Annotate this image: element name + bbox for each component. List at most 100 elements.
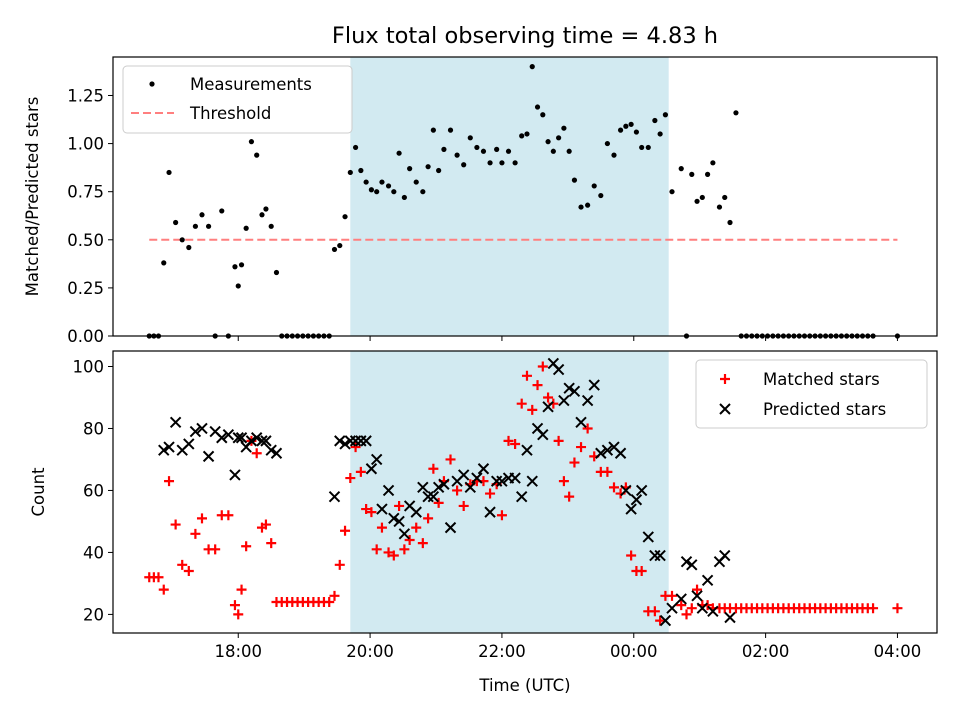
measurement-point xyxy=(385,183,392,189)
matched-star-point xyxy=(196,513,207,524)
measurement-point xyxy=(331,246,338,253)
matched-star-point xyxy=(503,435,514,446)
matched-star-point xyxy=(636,566,647,577)
predicted-star-point xyxy=(581,394,594,407)
predicted-star-point xyxy=(365,463,378,475)
predicted-star-point xyxy=(183,438,195,450)
measurement-point xyxy=(179,237,185,243)
matched-star-point xyxy=(170,519,181,530)
measurement-point xyxy=(585,202,591,208)
predicted-star-point xyxy=(471,472,483,484)
measurement-point xyxy=(519,133,525,139)
predicted-star-point xyxy=(196,422,208,435)
predicted-star-point xyxy=(398,528,411,540)
legend-predicted-marker xyxy=(719,403,731,415)
predicted-star-point xyxy=(666,602,678,614)
predicted-star-point xyxy=(393,515,405,528)
matched-star-point xyxy=(260,519,271,530)
predicted-star-point xyxy=(169,416,182,428)
matched-star-point xyxy=(681,609,692,620)
y-tick-label: 0.50 xyxy=(67,231,104,250)
measurement-point xyxy=(352,144,359,151)
matched-star-point xyxy=(190,528,201,539)
measurement-point xyxy=(494,146,500,152)
measurement-point xyxy=(396,150,402,156)
measurement-point xyxy=(505,148,512,154)
matched-star-point xyxy=(324,597,335,608)
measurement-point xyxy=(710,160,716,166)
measurement-point xyxy=(694,198,700,204)
predicted-star-point xyxy=(260,435,272,447)
predicted-star-point xyxy=(515,490,528,503)
measurement-point xyxy=(342,214,348,220)
predicted-star-point xyxy=(388,512,400,525)
legend-box xyxy=(695,359,928,429)
measurement-point xyxy=(550,148,556,154)
predicted-star-point xyxy=(630,494,643,506)
matched-star-point xyxy=(266,538,277,549)
matched-star-point xyxy=(485,488,496,499)
matched-star-point xyxy=(626,550,637,561)
predicted-star-point xyxy=(496,475,508,487)
measurement-point xyxy=(173,219,179,226)
y-tick-label: 60 xyxy=(83,481,104,500)
matched-star-point xyxy=(452,485,463,496)
legend-matched-marker xyxy=(720,374,730,384)
measurement-point xyxy=(243,225,249,231)
predicted-star-point xyxy=(558,394,570,407)
measurement-point xyxy=(689,171,695,177)
measurement-point xyxy=(413,179,419,185)
predicted-star-point xyxy=(256,435,268,447)
x-axis-label: Time (UTC) xyxy=(478,676,570,695)
predicted-star-point xyxy=(376,503,388,515)
measurement-point xyxy=(259,212,265,218)
predicted-star-point xyxy=(614,447,627,459)
measurement-point xyxy=(487,160,493,166)
matched-star-point xyxy=(558,476,569,487)
predicted-star-point xyxy=(432,481,445,494)
matched-star-point xyxy=(537,361,548,372)
matched-star-point xyxy=(433,497,444,508)
matched-star-point xyxy=(366,507,377,518)
measurement-point xyxy=(219,208,225,214)
measurement-point xyxy=(363,179,369,185)
measurement-point xyxy=(263,206,269,212)
predicted-star-point xyxy=(701,574,714,587)
measurement-point xyxy=(199,212,205,218)
measurement-point xyxy=(235,283,241,289)
predicted-star-point xyxy=(601,444,614,456)
matched-star-point xyxy=(183,566,194,577)
predicted-star-point xyxy=(245,435,258,447)
measurement-point xyxy=(268,223,274,229)
predicted-star-point xyxy=(360,435,372,447)
measurement-point xyxy=(556,135,562,141)
legend-measurements-label: Measurements xyxy=(190,75,312,94)
measurement-point xyxy=(534,104,541,110)
matched-star-point xyxy=(692,584,703,595)
predicted-star-point xyxy=(635,484,648,497)
matched-star-point xyxy=(428,463,439,474)
matched-star-point xyxy=(676,600,687,611)
y-tick-label: 80 xyxy=(83,419,104,438)
matched-star-point xyxy=(423,513,434,524)
predicted-star-point xyxy=(163,441,175,453)
measurement-point xyxy=(379,179,385,185)
predicted-star-point xyxy=(654,549,666,562)
predicted-star-point xyxy=(724,611,736,624)
measurement-point xyxy=(623,123,629,129)
matched-star-point xyxy=(233,609,244,620)
legend-box xyxy=(122,65,353,134)
measurement-point xyxy=(657,131,663,137)
predicted-star-point xyxy=(250,432,263,444)
observing-window-shading xyxy=(350,351,669,633)
axes-frame xyxy=(112,56,938,337)
measurement-point xyxy=(441,146,447,152)
measurement-point xyxy=(524,131,530,137)
y-tick-label: 100 xyxy=(73,357,105,376)
matched-star-point xyxy=(667,590,678,601)
measurement-point xyxy=(561,125,567,131)
predicted-star-point xyxy=(568,385,581,397)
matched-star-point xyxy=(411,522,422,533)
matched-star-point xyxy=(350,442,361,453)
